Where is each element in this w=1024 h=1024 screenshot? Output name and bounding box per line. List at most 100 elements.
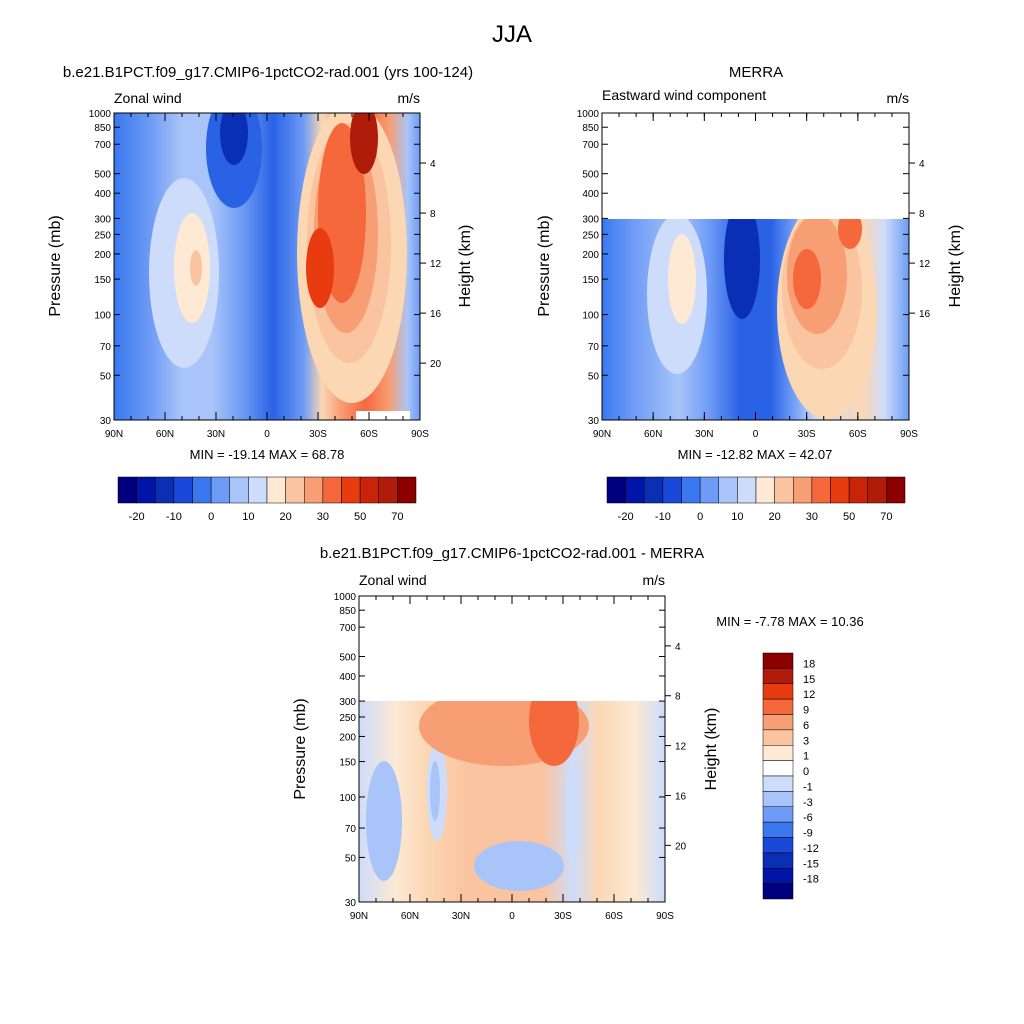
- y-tick-label: 400: [339, 672, 356, 683]
- colorbar-label: -20: [618, 511, 634, 523]
- y-tick-label: 70: [588, 342, 600, 353]
- x-tick-label: 60N: [156, 429, 174, 440]
- height-tick-label: 20: [430, 359, 442, 370]
- left-label: Zonal wind: [359, 572, 427, 588]
- colorbar-label: 50: [354, 511, 366, 523]
- min-max-label: MIN = -19.14 MAX = 68.78: [190, 447, 345, 462]
- colorbar-box: [762, 729, 794, 746]
- axis-ticks: 30 50 70 100 150 200 250 300 400 500 700 850 1000 20 1…: [334, 592, 687, 922]
- units-label: m/s: [642, 572, 665, 588]
- panel-title: b.e21.B1PCT.f09_g17.CMIP6-1pctCO2-rad.00…: [63, 64, 473, 81]
- y-tick-label: 150: [339, 758, 356, 769]
- colorbar-label: 6: [803, 720, 809, 732]
- colorbar-box: [606, 476, 626, 504]
- height-tick-label: 8: [675, 692, 681, 703]
- colorbar-box: [762, 668, 794, 684]
- height-tick-label: 16: [430, 309, 442, 320]
- colorbar-box: [136, 476, 156, 504]
- units-label: m/s: [397, 90, 420, 106]
- colorbar-label: 70: [391, 511, 403, 523]
- plot-area: [114, 113, 420, 420]
- colorbar-label: 15: [803, 674, 815, 686]
- colorbar-box: [762, 760, 794, 777]
- colorbar-label: 70: [880, 511, 892, 523]
- colorbar-box: [811, 476, 831, 504]
- plot-area: [602, 219, 909, 420]
- colorbar-box: [397, 476, 417, 504]
- colorbar-box: [210, 476, 230, 504]
- colorbar-box: [867, 476, 887, 504]
- colorbar-label: 9: [803, 705, 809, 717]
- x-tick-label: 30N: [452, 911, 470, 922]
- colorbar-box: [662, 476, 682, 504]
- panel-diff: b.e21.B1PCT.f09_g17.CMIP6-1pctCO2-rad.00…: [292, 545, 864, 922]
- left-label: Zonal wind: [114, 90, 182, 106]
- colorbar-label: 50: [843, 511, 855, 523]
- y-tick-label: 150: [94, 275, 111, 286]
- y-tick-label: 500: [339, 652, 356, 663]
- colorbar-label: 20: [769, 511, 781, 523]
- y-tick-label: 700: [339, 623, 356, 634]
- y-tick-label: 250: [94, 230, 111, 241]
- colorbar-box: [762, 745, 794, 761]
- x-tick-label: 90N: [593, 429, 611, 440]
- colorbar-label: 0: [208, 511, 214, 523]
- left-label: Eastward wind component: [602, 87, 766, 103]
- x-tick-label: 0: [264, 429, 270, 440]
- height-tick-label: 12: [675, 742, 687, 753]
- x-tick-label: 60S: [360, 429, 378, 440]
- colorbar-label: -9: [803, 828, 813, 840]
- y-tick-label: 400: [94, 189, 111, 200]
- colorbar-box: [266, 476, 286, 504]
- colorbar-label: 0: [697, 511, 703, 523]
- y-tick-label: 250: [339, 713, 356, 724]
- y-tick-label: 30: [100, 416, 112, 427]
- x-tick-label: 90S: [411, 429, 429, 440]
- height-tick-label: 4: [919, 159, 925, 170]
- height-tick-label: 8: [430, 209, 436, 220]
- x-tick-label: 30S: [309, 429, 327, 440]
- x-tick-label: 0: [509, 911, 515, 922]
- colorbar-box: [762, 821, 794, 838]
- colorbar-label: 0: [803, 766, 809, 778]
- colorbar-box: [718, 476, 738, 504]
- x-tick-label: 30S: [554, 911, 572, 922]
- panel-title: MERRA: [729, 64, 783, 81]
- colorbar-box: [737, 476, 757, 504]
- x-tick-label: 60S: [605, 911, 623, 922]
- colorbar-box: [762, 652, 794, 669]
- colorbar-label: -6: [803, 812, 813, 824]
- y-tick-label: 300: [582, 214, 599, 225]
- axis-ticks: 30 50 70 100 150 200 250 300 400 500 700 850 1000 20 1…: [89, 109, 442, 440]
- x-tick-label: 30N: [207, 429, 225, 440]
- height-tick-label: 8: [919, 209, 925, 220]
- colorbar-box: [830, 476, 850, 504]
- colorbar-label: -20: [129, 511, 145, 523]
- colorbar: 18 15 12 9 6 3 1 0 -1 -3 -6 -9 -12 -15 -18: [762, 652, 819, 900]
- units-label: m/s: [886, 90, 909, 106]
- colorbar-box: [625, 476, 645, 504]
- y-tick-label: 200: [94, 250, 111, 261]
- y-tick-label: 150: [582, 275, 599, 286]
- height-tick-label: 4: [430, 159, 436, 170]
- colorbar-box: [762, 868, 794, 884]
- y-tick-label: 400: [582, 189, 599, 200]
- x-tick-label: 90N: [105, 429, 123, 440]
- colorbar-box: [886, 476, 906, 504]
- y-tick-label: 30: [345, 898, 357, 909]
- y-tick-label: 30: [588, 416, 600, 427]
- colorbar-box: [341, 476, 361, 504]
- y-tick-label: 100: [94, 311, 111, 322]
- x-tick-label: 60N: [644, 429, 662, 440]
- x-tick-label: 30S: [798, 429, 816, 440]
- y-tick-label: 70: [100, 342, 112, 353]
- plot-area: [359, 701, 665, 902]
- colorbar-box: [762, 775, 794, 792]
- y-tick-label: 70: [345, 824, 357, 835]
- colorbar-label: -10: [166, 511, 182, 523]
- y-axis-label: Pressure (mb): [292, 698, 309, 799]
- height-tick-label: 4: [675, 642, 681, 653]
- colorbar-box: [762, 714, 794, 731]
- y-tick-label: 850: [339, 606, 356, 617]
